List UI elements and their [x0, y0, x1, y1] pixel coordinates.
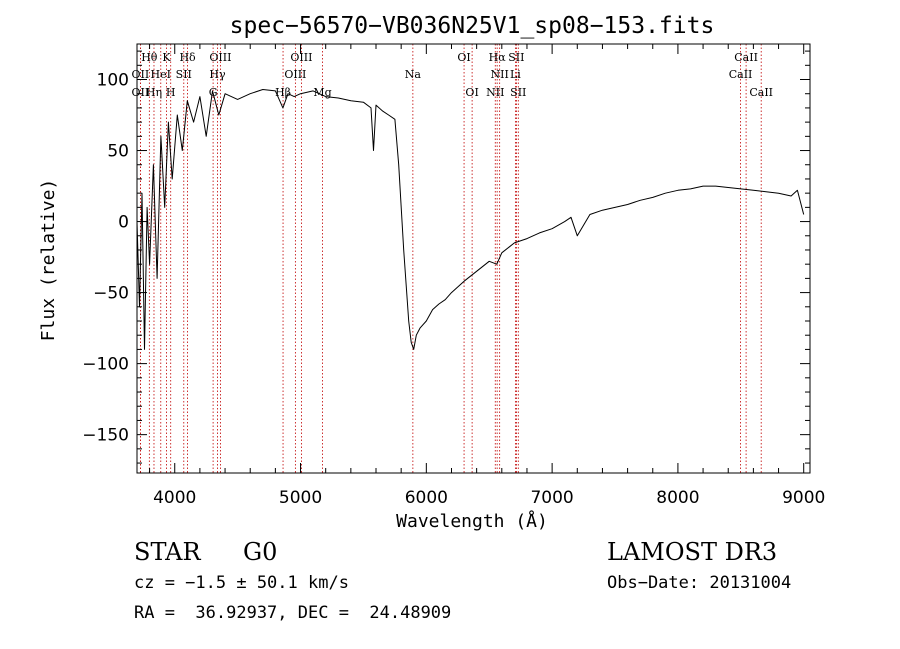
emission-line-label: Hη	[146, 86, 162, 99]
chart-title: spec−56570−VB036N25V1_sp08−153.fits	[230, 13, 715, 39]
emission-line-label: Mg	[313, 86, 331, 99]
x-tick-label: 8000	[656, 488, 699, 508]
y-tick-label: 100	[97, 71, 129, 91]
emission-line-label: OII	[132, 86, 150, 99]
redshift-text: cz = −1.5 ± 50.1 km/s	[134, 573, 349, 593]
emission-line-label: Na	[405, 68, 422, 81]
emission-line-markers	[139, 44, 762, 473]
emission-line-label: OIII	[290, 51, 312, 64]
x-tick-label: 5000	[279, 488, 322, 508]
emission-line-label: OI	[465, 86, 478, 99]
emission-line-label: CaII	[749, 86, 773, 99]
emission-line-label: Hθ	[141, 51, 158, 64]
x-tick-label: 6000	[405, 488, 448, 508]
y-axis-label: Flux (relative)	[38, 179, 59, 342]
emission-line-label: OIII	[209, 51, 231, 64]
emission-line-label: HeI	[151, 68, 171, 81]
x-tick-label: 4000	[153, 488, 196, 508]
emission-line-label: K	[162, 51, 171, 64]
coordinates: RA = 36.92937, DEC = 24.48909	[134, 603, 452, 623]
emission-line-label: H	[166, 86, 176, 99]
y-tick-label: 0	[118, 213, 129, 233]
emission-line-label: SII	[510, 86, 526, 99]
emission-line-label: SII	[176, 68, 192, 81]
spectrum-series	[136, 89, 805, 350]
y-tick-label: −100	[82, 355, 129, 375]
x-tick-label: 9000	[782, 488, 825, 508]
plot-frame	[136, 43, 811, 474]
emission-line-label: Hβ	[275, 86, 291, 99]
emission-line-label: G	[209, 86, 218, 99]
emission-line-label: OI	[457, 51, 470, 64]
x-tick-label: 7000	[530, 488, 573, 508]
object-class: STAR	[134, 538, 201, 566]
x-axis-label: Wavelength (Å)	[396, 510, 548, 532]
emission-line-label: CaII	[734, 51, 758, 64]
spectrum-line	[136, 89, 805, 350]
object-subclass: G0	[243, 538, 278, 566]
survey-name: LAMOST DR3	[607, 538, 778, 566]
emission-line-label: SII	[508, 51, 524, 64]
y-tick-label: −50	[93, 284, 129, 304]
emission-line-label: CaII	[729, 68, 753, 81]
emission-line-label: OII	[132, 68, 150, 81]
emission-line-label: OIII	[284, 68, 306, 81]
emission-line-label: NII	[486, 86, 504, 99]
emission-line-label: Hγ	[209, 68, 226, 81]
y-tick-label: −150	[82, 426, 129, 446]
emission-line-label: Hδ	[179, 51, 196, 64]
axis-ticks: 4000 5000 6000 7000 8000 9000 100 50 0 −50 −100 −15…	[82, 44, 825, 508]
obs-date: Obs−Date: 20131004	[607, 573, 792, 593]
emission-line-label: NII	[491, 68, 509, 81]
emission-line-label: Hα	[489, 51, 507, 64]
emission-line-label: Li	[510, 68, 521, 81]
y-tick-label: 50	[107, 142, 129, 162]
